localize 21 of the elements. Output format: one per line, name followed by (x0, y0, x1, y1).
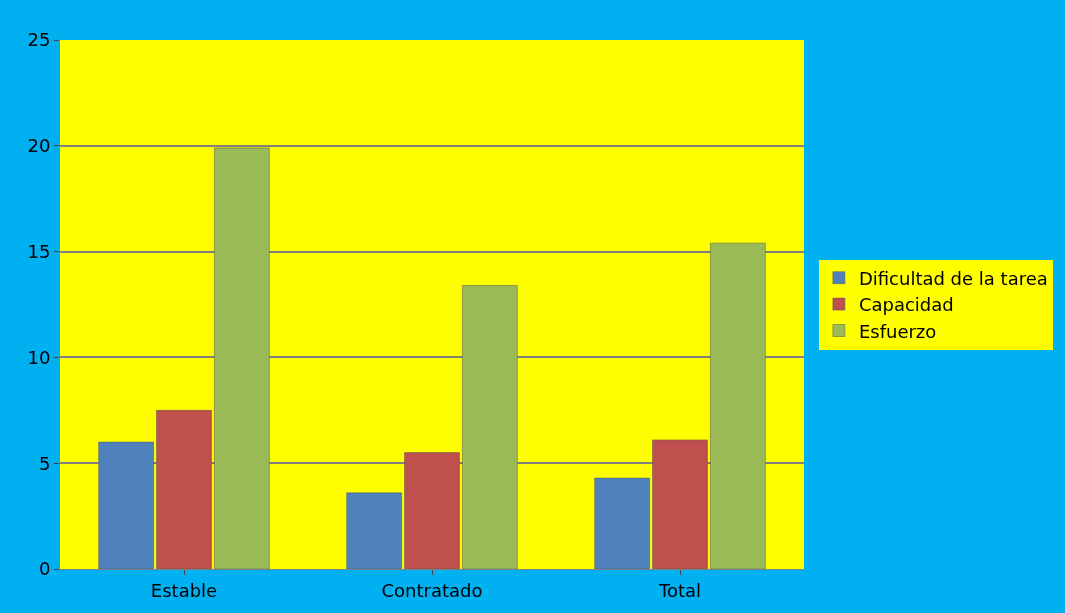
bar (346, 492, 402, 569)
legend-label: Esfuerzo (858, 320, 937, 342)
bar (594, 477, 650, 569)
x-tick-label: Total (657, 579, 702, 601)
x-tick-label: Estable (150, 579, 218, 601)
bar (710, 242, 766, 569)
x-tick-label: Contratado (381, 579, 483, 601)
bar (98, 441, 154, 569)
legend-label: Dificultad de la tarea (858, 267, 1048, 289)
bar (214, 147, 270, 569)
y-tick-label: 0 (38, 558, 51, 580)
bar (462, 285, 518, 569)
bar (652, 439, 708, 569)
y-tick-label: 15 (27, 240, 51, 262)
y-tick-label: 20 (27, 135, 51, 157)
y-tick-label: 5 (38, 452, 51, 474)
bar (156, 410, 212, 569)
y-tick-label: 25 (27, 29, 51, 51)
y-tick-label: 10 (27, 346, 51, 368)
bar (404, 452, 460, 569)
legend-label: Capacidad (858, 294, 954, 316)
